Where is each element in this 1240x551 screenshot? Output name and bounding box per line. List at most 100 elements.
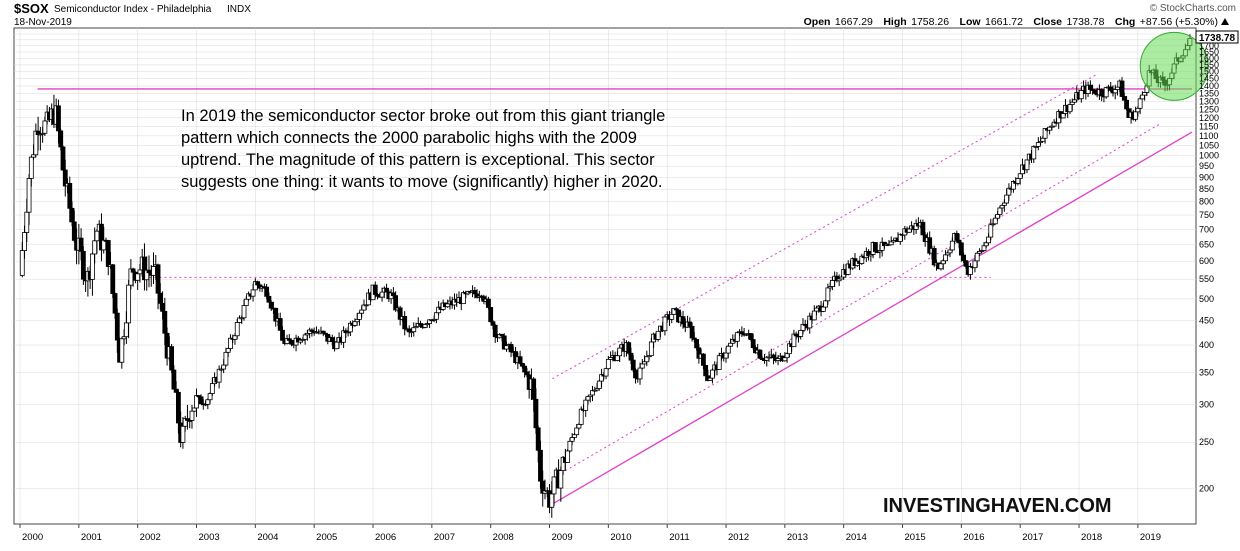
candle-body <box>519 362 525 367</box>
candle-body <box>216 368 222 383</box>
candle-body <box>757 349 763 359</box>
plot-frame <box>13 27 1197 525</box>
candle-body <box>578 408 584 425</box>
candle-body <box>126 284 132 324</box>
candle-body <box>92 240 98 255</box>
candle-body <box>26 178 32 213</box>
candle-body <box>1133 111 1139 120</box>
candle-body <box>105 240 111 267</box>
candle-body <box>1119 80 1125 97</box>
candle-body <box>771 354 776 359</box>
candle-body <box>655 330 661 340</box>
candle-body <box>549 493 555 508</box>
candle-body <box>1040 137 1046 142</box>
candle-body <box>906 228 912 233</box>
highlight-circle <box>1139 31 1209 101</box>
candle-body <box>155 264 161 294</box>
candles <box>19 34 1193 518</box>
candle-body <box>986 236 991 244</box>
candle-body <box>189 410 195 421</box>
annotation-line-3: uptrend. The magnitude of this pattern i… <box>181 151 655 169</box>
candle-body <box>558 470 564 489</box>
candle-body <box>488 307 494 323</box>
x-tick-label: 2014 <box>846 532 867 543</box>
x-tick-label: 2008 <box>493 532 514 543</box>
candle-body <box>734 332 740 342</box>
candle-body <box>60 146 66 171</box>
candle-body <box>194 395 199 409</box>
y-tick-label: 950 <box>1199 161 1214 171</box>
y-tick-label: 750 <box>1199 210 1214 220</box>
candle-body <box>811 310 817 321</box>
x-axis-ticks: 2000 2001 2002 2003 2004 2005 2006 2007 2008 2009… <box>19 524 1161 543</box>
y-tick-label: 200 <box>1199 483 1214 493</box>
y-tick-label: 800 <box>1199 197 1214 207</box>
candle-body <box>80 250 86 280</box>
candle-body <box>829 280 835 287</box>
candle-body <box>58 130 64 148</box>
candle-body <box>207 393 213 401</box>
chart-symbol: $SOX <box>14 1 49 16</box>
candle-body <box>723 352 729 359</box>
candle-body <box>110 264 116 294</box>
candle-body <box>302 334 308 340</box>
candle-body <box>135 273 141 281</box>
candle-body <box>963 260 969 267</box>
candle-body <box>268 301 274 309</box>
candle-body <box>748 333 754 340</box>
trendline-channel-upper-dotted <box>552 74 1097 380</box>
annotation-line-2: pattern which connects the 2000 paraboli… <box>181 129 637 147</box>
candle-body <box>205 399 211 405</box>
grid <box>14 28 1196 524</box>
candle-body <box>617 347 623 357</box>
candle-body <box>1015 178 1021 184</box>
candle-body <box>390 292 396 297</box>
x-tick-label: 2015 <box>905 532 926 543</box>
candle-body <box>644 356 650 363</box>
candle-body <box>1017 173 1023 179</box>
candle-body <box>961 254 967 262</box>
candle-body <box>112 293 118 314</box>
x-tick-label: 2007 <box>434 532 455 543</box>
candle-body <box>1135 107 1141 113</box>
y-tick-label: 1000 <box>1199 151 1219 161</box>
candle-body <box>974 252 980 262</box>
y-tick-label: 1400 <box>1199 81 1219 91</box>
ohlc-readout: Open 1667.29 High 1758.26 Low 1661.72 Cl… <box>804 12 1218 29</box>
y-tick-label: 250 <box>1199 437 1214 447</box>
candle-body <box>630 359 636 371</box>
candle-body <box>626 342 632 354</box>
candle-body <box>567 440 573 452</box>
candle-body <box>633 369 638 379</box>
x-tick-label: 2003 <box>199 532 220 543</box>
candle-body <box>725 345 731 354</box>
candle-body <box>992 217 998 225</box>
y-tick-label: 1100 <box>1199 131 1218 141</box>
candle-body <box>490 321 496 326</box>
y-tick-label: 500 <box>1199 294 1214 304</box>
candle-body <box>359 309 365 314</box>
candle-body <box>954 233 960 241</box>
candle-body <box>352 321 358 326</box>
y-tick-label: 550 <box>1199 274 1214 284</box>
candle-body <box>67 183 73 209</box>
candle-body <box>69 207 75 223</box>
candle-body <box>221 364 227 370</box>
y-tick-label: 1600 <box>1199 53 1219 63</box>
x-tick-label: 2016 <box>963 532 984 543</box>
x-tick-label: 2017 <box>1022 532 1043 543</box>
candle-body <box>19 250 25 276</box>
trendlines <box>37 74 1193 507</box>
candle-body <box>888 241 894 246</box>
candle-body <box>1078 90 1084 100</box>
candle-body <box>228 337 233 349</box>
candle-body <box>504 345 509 350</box>
candle-body <box>628 352 634 361</box>
candle-body <box>379 291 385 298</box>
candle-body <box>972 260 978 269</box>
candle-body <box>938 263 944 270</box>
candle-body <box>384 287 389 293</box>
candle-body <box>983 242 989 247</box>
candle-body <box>372 284 378 295</box>
